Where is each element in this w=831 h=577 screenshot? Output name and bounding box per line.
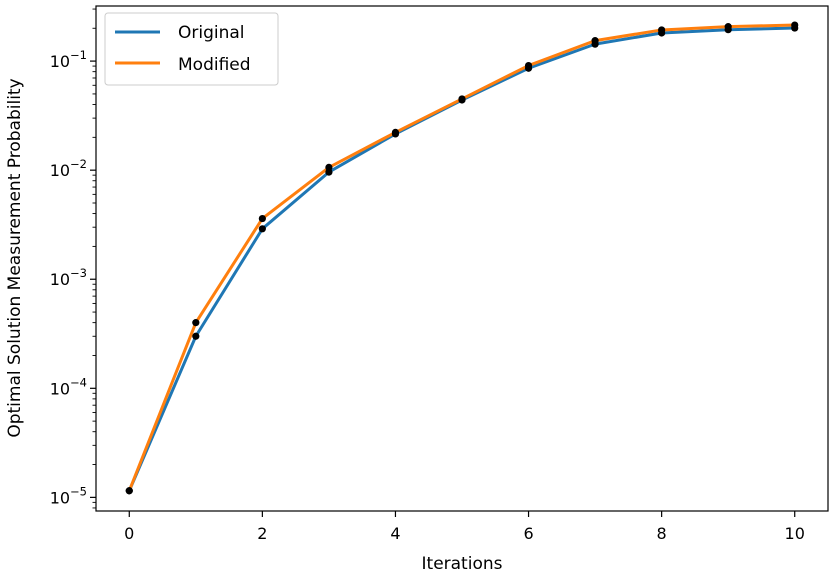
x-axis-label: Iterations — [422, 554, 503, 574]
x-tick-label: 8 — [657, 524, 667, 543]
data-point-modified-7 — [591, 37, 599, 45]
series-line-modified — [127, 23, 797, 493]
y-axis: 10−5 10−4 10−3 10−2 10−1 — [50, 8, 96, 509]
legend-label-original: Original — [178, 23, 245, 43]
y-tick-label: 10−5 — [50, 484, 87, 507]
legend-label-modified: Modified — [178, 55, 251, 75]
data-point-modified-9 — [724, 23, 732, 31]
x-tick-label: 0 — [124, 524, 134, 543]
data-point-modified-5 — [458, 95, 466, 103]
data-point-modified-0 — [125, 487, 133, 495]
x-tick-label: 6 — [523, 524, 533, 543]
data-point-modified-6 — [524, 61, 533, 70]
data-point-original-2 — [258, 225, 266, 233]
y-tick-label: 10−2 — [50, 157, 87, 180]
y-tick-label: 10−3 — [50, 266, 87, 289]
data-point-modified-1 — [192, 319, 200, 327]
plot-content — [125, 21, 799, 495]
data-point-modified-2 — [258, 214, 266, 223]
x-axis: 0 2 4 6 8 10 — [124, 511, 805, 543]
y-axis-label: Optimal Solution Measurement Probability — [5, 78, 25, 437]
data-point-original-1 — [192, 332, 200, 340]
y-tick-label: 10−4 — [50, 375, 87, 398]
data-point-modified-3 — [325, 163, 333, 172]
legend: Original Modified — [104, 12, 279, 86]
data-point-modified-10 — [791, 21, 799, 29]
data-point-modified-4 — [391, 128, 400, 136]
x-tick-label: 10 — [785, 524, 805, 543]
plot-frame — [95, 5, 829, 512]
data-point-modified-8 — [658, 26, 666, 34]
x-tick-label: 4 — [390, 524, 400, 543]
y-tick-label: 10−1 — [50, 48, 87, 71]
x-tick-label: 2 — [257, 524, 267, 543]
